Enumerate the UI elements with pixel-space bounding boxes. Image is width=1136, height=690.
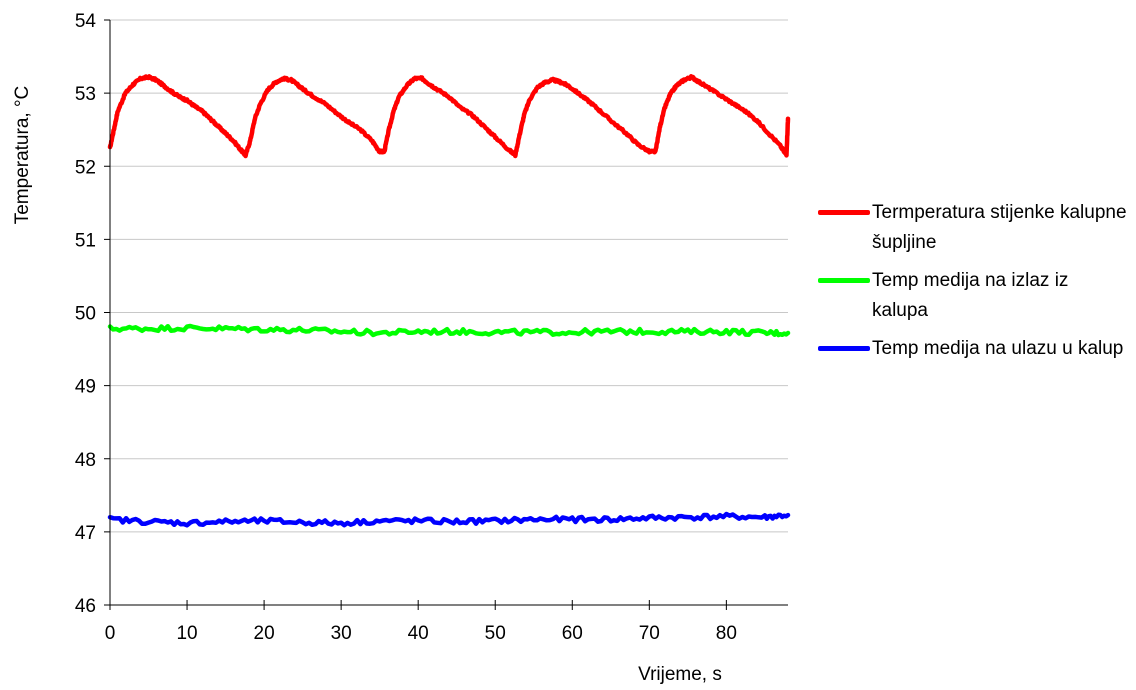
series-line-1 (107, 74, 791, 159)
gridlines (110, 19, 788, 533)
y-tick-label: 46 (75, 596, 96, 617)
y-tick-label: 50 (75, 304, 96, 325)
y-axis-title: Temperatura, °C (12, 86, 33, 225)
series-line-3 (107, 511, 791, 528)
x-tick-label: 40 (408, 623, 429, 644)
x-ticks: 0 10 20 30 40 50 60 70 80 (105, 600, 737, 644)
legend-swatch (818, 278, 870, 283)
x-tick-label: 80 (716, 623, 737, 644)
y-tick-label: 53 (75, 84, 96, 105)
x-tick-label: 70 (639, 623, 660, 644)
legend: Termperatura stijenke kalupne šupljine Te… (818, 198, 1128, 372)
series-line-2 (107, 323, 791, 338)
x-tick-label: 30 (331, 623, 352, 644)
x-tick-label: 20 (254, 623, 275, 644)
x-tick-label: 10 (176, 623, 197, 644)
y-tick-label: 49 (75, 377, 96, 398)
series-layer (107, 74, 791, 528)
legend-swatch (818, 346, 870, 351)
x-tick-label: 60 (562, 623, 583, 644)
legend-label: Temp medija na ulazu u kalup (872, 338, 1124, 359)
y-ticks: 46 47 48 49 50 51 52 53 54 (75, 11, 110, 617)
x-tick-label: 0 (105, 623, 116, 644)
x-axis-title: Vrijeme, s (638, 664, 722, 685)
legend-item: Termperatura stijenke kalupne šupljine (818, 198, 1128, 258)
y-tick-label: 48 (75, 450, 96, 471)
y-tick-label: 52 (75, 157, 96, 178)
y-tick-label: 51 (75, 230, 96, 251)
y-tick-label: 54 (75, 11, 97, 32)
y-tick-label: 47 (75, 523, 96, 544)
x-tick-label: 50 (485, 623, 506, 644)
legend-item: Temp medija na izlaz iz kalupa (818, 266, 1128, 326)
legend-item: Temp medija na ulazu u kalup (818, 334, 1128, 364)
legend-label: Termperatura stijenke kalupne šupljine (872, 202, 1127, 253)
legend-label: Temp medija na izlaz iz kalupa (872, 270, 1069, 321)
legend-swatch (818, 210, 870, 215)
